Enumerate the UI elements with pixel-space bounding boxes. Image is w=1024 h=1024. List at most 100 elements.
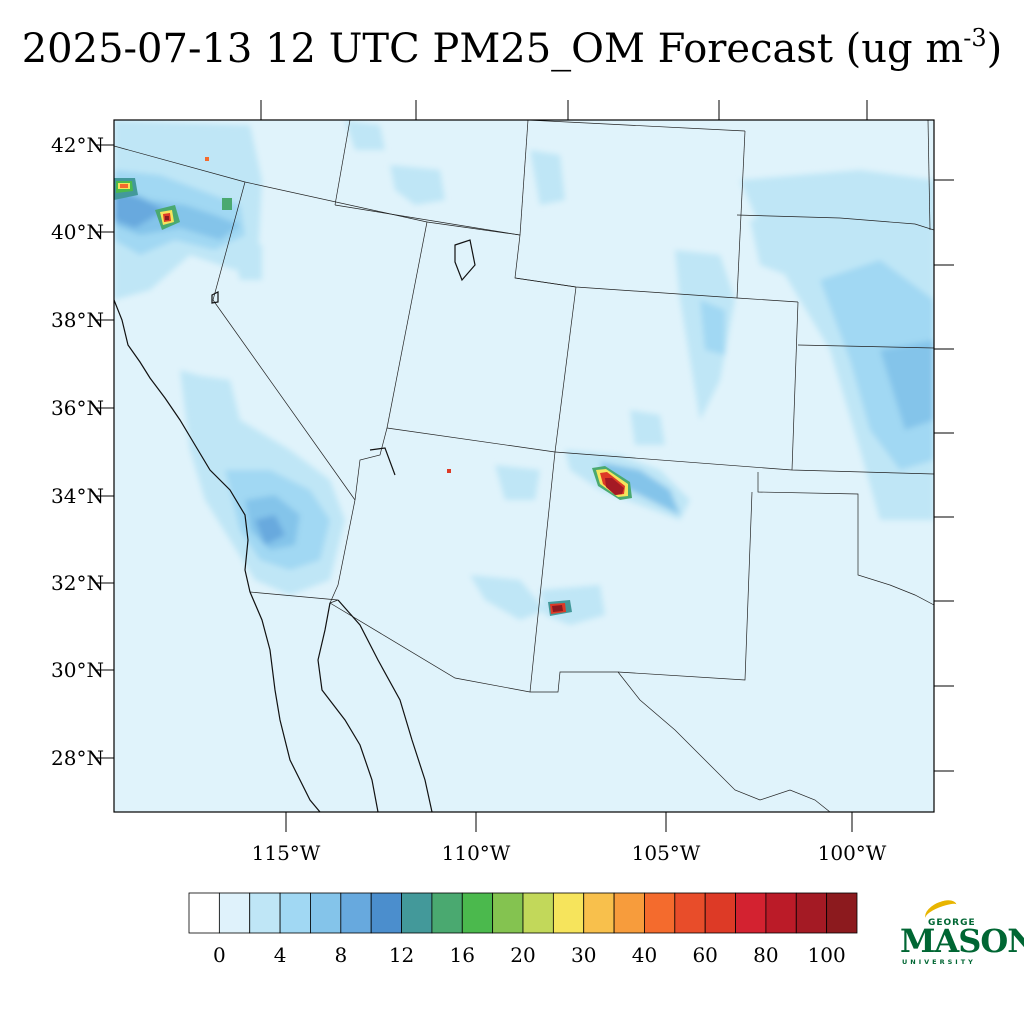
map-title: 2025-07-13 12 UTC PM25_OM Forecast (ug m… — [21, 24, 1003, 72]
hotspot-northern-california — [155, 205, 180, 230]
axis-ticks — [96, 100, 954, 832]
border-wyoming-west — [519, 120, 529, 236]
hotspot-arizona-small — [447, 469, 451, 473]
colorbar-swatch — [522, 892, 554, 934]
border-nevada-arizona — [354, 427, 388, 501]
coast-colorado-river — [369, 447, 396, 476]
latitude-labels: 42°N 40°N 38°N 36°N 34°N 32°N 30°N 28°N — [51, 133, 104, 770]
border-ca-arizona — [329, 499, 356, 604]
field-nevada-north — [230, 240, 262, 280]
hotspot-nevada-green — [222, 198, 232, 210]
field-great-plains-darker — [880, 340, 934, 430]
colorbar-swatch — [461, 892, 494, 934]
lat-label: 40°N — [51, 220, 104, 244]
colorbar-swatch — [583, 892, 615, 934]
lat-label: 38°N — [51, 308, 104, 332]
colorbar-label: 20 — [510, 943, 535, 967]
lon-label: 110°W — [442, 841, 511, 865]
hotspot-idaho-small — [205, 157, 209, 161]
coastlines — [114, 239, 476, 812]
border-kansas-nebraska — [797, 344, 934, 349]
map-frame — [113, 119, 935, 813]
colorbar-swatch — [644, 892, 676, 934]
lon-label: 105°W — [632, 841, 701, 865]
colorbar-label: 60 — [692, 943, 717, 967]
coast-gulf-mainland — [337, 599, 433, 812]
border-idaho-wyoming — [334, 204, 521, 236]
colorbar-label: 16 — [450, 943, 475, 967]
border-wyoming-colorado-north — [514, 277, 799, 303]
colorbar-label: 4 — [274, 943, 287, 967]
colorbar-label: 8 — [334, 943, 347, 967]
colorbar-swatch — [249, 892, 281, 934]
longitude-labels: 115°W 110°W 105°W 100°W — [252, 841, 887, 865]
colorbar-swatch — [826, 892, 858, 934]
field-idaho — [390, 165, 445, 205]
colorbar-swatch — [340, 892, 372, 934]
field-nm-south — [470, 575, 545, 620]
lon-label: 100°W — [818, 841, 887, 865]
coast-baja-west — [249, 591, 321, 812]
colorbar-swatch — [218, 892, 251, 934]
hotspot-new-mexico-south — [548, 600, 572, 616]
colorbar-swatch — [431, 892, 463, 934]
lake-great-salt — [454, 239, 476, 282]
lat-label: 30°N — [51, 658, 104, 682]
border-us-mexico — [249, 591, 618, 693]
colorbar-swatch — [552, 892, 585, 934]
field-utah-west — [195, 375, 240, 425]
coast-baja-east — [317, 602, 379, 812]
colorbar-label: 80 — [753, 943, 778, 967]
border-texas-east — [927, 120, 931, 231]
border-oregon-ca-nv-id — [114, 145, 246, 183]
lat-label: 36°N — [51, 396, 104, 420]
colorbar-swatch — [279, 892, 311, 934]
lat-label: 42°N — [51, 133, 104, 157]
border-sd-wyoming — [736, 130, 746, 299]
coast-california — [114, 299, 251, 593]
state-boundaries — [114, 120, 934, 812]
colorbar-swatch — [188, 892, 220, 934]
colorbar-swatch — [704, 892, 736, 934]
lat-label: 34°N — [51, 484, 104, 508]
field-ca-north-darker — [114, 190, 165, 228]
colorbar-swatch — [795, 892, 828, 934]
colorbar-swatch — [492, 892, 524, 934]
colorbar-label: 30 — [571, 943, 596, 967]
field-nm-north-dark — [600, 462, 680, 515]
field-montana — [345, 120, 385, 150]
colorbar-swatch — [674, 892, 706, 934]
colorbar-swatch — [735, 892, 767, 934]
hotspot-northwest-california — [114, 178, 138, 200]
border-colorado-east — [791, 301, 799, 471]
border-nm-texas-south — [617, 491, 753, 681]
field-nebraska — [750, 210, 850, 280]
field-colorado-dark — [700, 300, 725, 355]
border-idaho-montana — [334, 120, 351, 206]
field-nm-central — [630, 410, 665, 445]
field-socal-darker — [255, 515, 285, 545]
george-mason-logo: GEORGE MASON UNIVERSITY — [898, 897, 1024, 970]
colorbar-swatch — [310, 892, 342, 934]
border-montana-wyoming — [527, 120, 746, 132]
border-nevada-utah — [386, 221, 428, 429]
fire-hotspots — [114, 157, 632, 616]
colorbar-label: 12 — [389, 943, 414, 967]
border-ca-nevada — [212, 181, 356, 501]
field-arizona — [495, 465, 540, 500]
colorbar-swatch — [613, 892, 645, 934]
border-arizona-nm — [529, 451, 556, 693]
border-nm-texas — [757, 472, 934, 606]
colorbar-label: 100 — [808, 943, 846, 967]
colorbar — [188, 892, 858, 934]
colorbar-label: 0 — [213, 943, 226, 967]
colorbar-swatch — [765, 892, 797, 934]
colorbar-label: 40 — [632, 943, 657, 967]
field-wyoming — [530, 150, 565, 205]
border-nebraska-sd — [736, 214, 934, 231]
colorbar-swatch — [401, 892, 433, 934]
lon-label: 115°W — [252, 841, 321, 865]
border-colorado-nm — [554, 451, 934, 475]
lat-label: 32°N — [51, 571, 104, 595]
